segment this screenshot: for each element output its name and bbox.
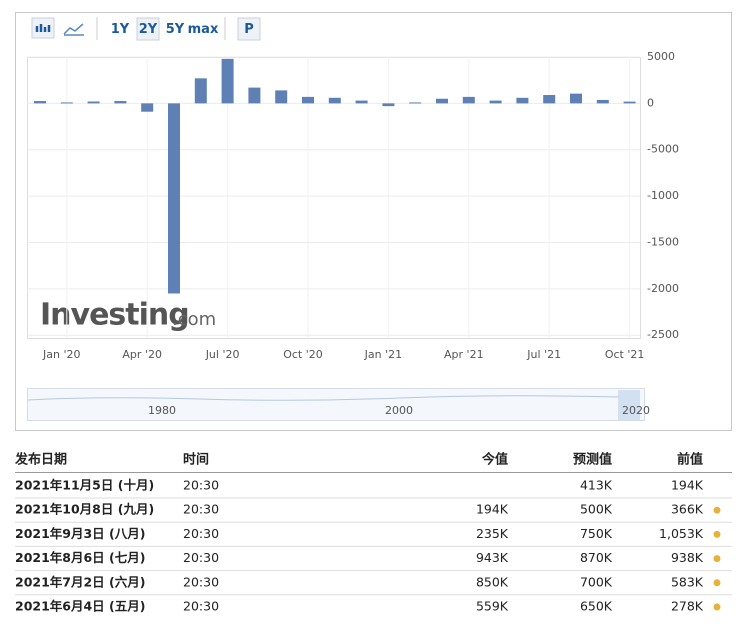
previous-cell: 278K [671, 599, 704, 614]
y-tick-label: 5000 [647, 50, 675, 63]
date-cell: 2021年6月4日 (五月) [15, 599, 145, 614]
date-cell: 2021年11月5日 (十月) [15, 478, 154, 493]
y-tick-label: -1000 [647, 189, 679, 202]
bar [382, 103, 395, 107]
bar [141, 103, 154, 112]
bar [355, 100, 368, 104]
bar [623, 101, 636, 104]
table-header: 今值 [481, 452, 508, 468]
date-cell: 2021年7月2日 (六月) [15, 574, 145, 589]
y-tick-label: -1500 [647, 235, 679, 248]
bar [114, 101, 127, 104]
bar [409, 102, 422, 104]
toolbar-button-box [237, 17, 261, 41]
bar [543, 95, 556, 104]
revision-dot [713, 603, 721, 611]
navigator-label: 2020 [622, 404, 650, 417]
table-header: 预测值 [573, 452, 612, 468]
navigator-window[interactable] [618, 390, 640, 420]
forecast-cell: 750K [580, 526, 613, 541]
forecast-cell: 870K [580, 550, 613, 565]
x-tick-label: Apr '21 [444, 348, 484, 361]
toolbar-button[interactable]: 5Y [166, 22, 185, 37]
bar [462, 96, 475, 104]
time-cell: 20:30 [183, 478, 219, 493]
actual-cell: 943K [476, 550, 509, 565]
y-tick-label: -5000 [647, 143, 679, 156]
line-chart-icon[interactable] [63, 23, 84, 36]
actual-cell: 194K [476, 502, 509, 517]
bar [275, 90, 288, 104]
date-cell: 2021年9月3日 (八月) [15, 526, 145, 541]
table-header: 时间 [183, 452, 209, 468]
previous-cell: 938K [671, 550, 704, 565]
x-tick-label: Jul '20 [205, 348, 240, 361]
x-tick-label: Jan '20 [42, 348, 80, 361]
bar [221, 58, 234, 104]
y-tick-label: -2500 [647, 328, 679, 341]
toolbar-button[interactable]: 1Y [111, 22, 130, 37]
bar [34, 101, 46, 104]
date-cell: 2021年8月6日 (七月) [15, 550, 145, 565]
revision-dot [713, 579, 721, 587]
bar [436, 98, 448, 104]
y-tick-label: -2000 [647, 282, 679, 295]
time-cell: 20:30 [183, 526, 219, 541]
time-cell: 20:30 [183, 502, 219, 517]
toolbar-button-box [136, 17, 160, 41]
table-header: 发布日期 [14, 452, 67, 468]
x-tick-label: Oct '20 [283, 348, 323, 361]
bar [596, 99, 609, 104]
bar [168, 103, 180, 294]
chart-frame [15, 12, 732, 431]
previous-cell: 583K [671, 574, 704, 589]
x-tick-label: Jul '21 [526, 348, 561, 361]
previous-cell: 1,053K [659, 526, 704, 541]
navigator-label: 1980 [148, 404, 176, 417]
x-tick-label: Jan '21 [364, 348, 402, 361]
bar [60, 102, 73, 104]
actual-cell: 559K [476, 599, 509, 614]
actual-cell: 850K [476, 574, 509, 589]
navigator-series [27, 395, 621, 401]
bar [194, 78, 207, 104]
bar-icon [35, 24, 51, 32]
revision-dot [713, 555, 721, 563]
forecast-cell: 413K [580, 478, 613, 493]
date-cell: 2021年10月8日 (九月) [15, 502, 154, 517]
bar [570, 93, 582, 104]
bar [87, 101, 100, 104]
bar [489, 100, 502, 104]
bar [248, 87, 261, 104]
x-tick-label: Oct '21 [605, 348, 645, 361]
revision-dot [713, 530, 721, 538]
forecast-cell: 500K [580, 502, 613, 517]
x-tick-label: Apr '20 [122, 348, 162, 361]
previous-cell: 194K [671, 478, 704, 493]
bar [328, 97, 341, 104]
bar [516, 97, 529, 104]
toolbar-button[interactable]: P [244, 22, 254, 37]
bar [302, 96, 314, 104]
toolbar-button[interactable]: max [188, 22, 219, 37]
navigator[interactable] [27, 388, 645, 421]
time-cell: 20:30 [183, 574, 219, 589]
toolbar-button[interactable]: 2Y [139, 22, 158, 37]
forecast-cell: 650K [580, 599, 613, 614]
actual-cell: 235K [476, 526, 509, 541]
bar-chart-icon[interactable] [31, 17, 55, 39]
revision-dot [713, 506, 721, 514]
time-cell: 20:30 [183, 550, 219, 565]
previous-cell: 366K [671, 502, 704, 517]
forecast-cell: 700K [580, 574, 613, 589]
time-cell: 20:30 [183, 599, 219, 614]
navigator-label: 2000 [385, 404, 413, 417]
watermark: Investing [40, 298, 189, 333]
watermark-suffix: .com [172, 309, 216, 330]
y-tick-label: 0 [647, 96, 654, 109]
table-header: 前值 [677, 452, 703, 468]
